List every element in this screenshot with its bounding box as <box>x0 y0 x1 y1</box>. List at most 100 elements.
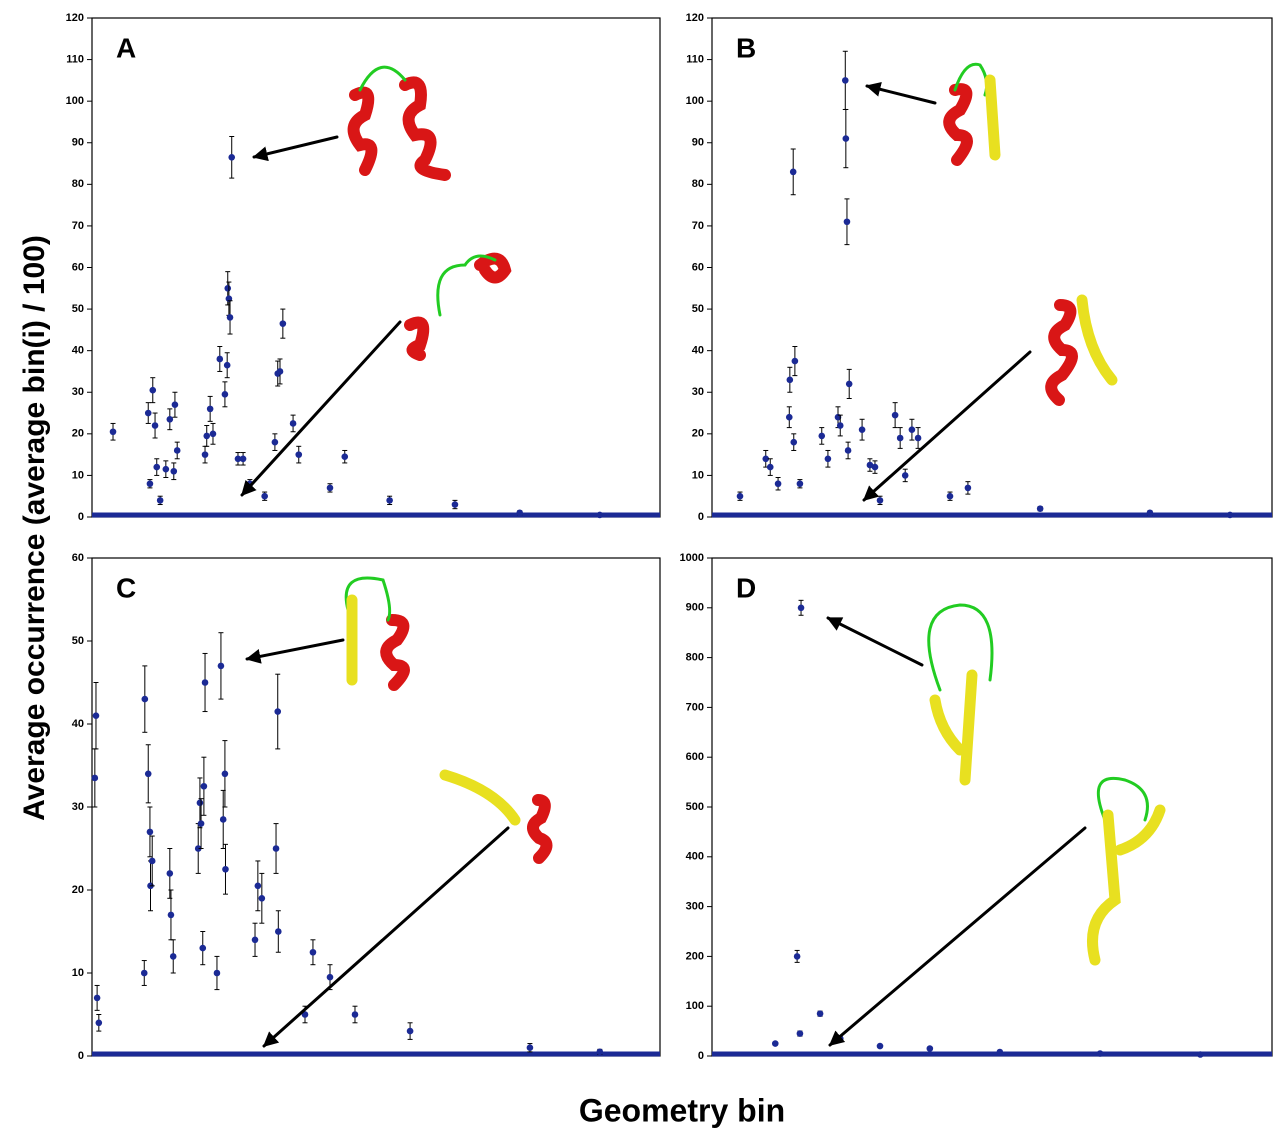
point <box>261 492 268 500</box>
y-tick-label: 80 <box>72 178 84 190</box>
point <box>199 944 207 952</box>
point <box>93 994 101 1002</box>
point <box>200 782 208 790</box>
point <box>171 401 179 409</box>
y-axis-title: Average occurrence (average bin(i) / 100… <box>18 235 51 821</box>
panel: D 0 100 200 300 400 500 600 700 800 900 1000 <box>680 552 1273 1062</box>
point <box>736 492 744 500</box>
y-tick-label: 1000 <box>680 552 704 564</box>
point <box>766 463 774 471</box>
point <box>796 480 804 488</box>
point <box>858 426 866 433</box>
sheet-shapes <box>346 74 1166 966</box>
y-tick-label: 500 <box>686 801 704 813</box>
y-tick-label: 40 <box>692 345 704 357</box>
point <box>845 380 853 388</box>
point <box>196 799 204 807</box>
panels: A0102030405060708090100110120B0102030405… <box>66 12 1273 1062</box>
point <box>818 432 826 440</box>
point <box>876 1042 884 1050</box>
y-tick-label: 100 <box>66 95 84 107</box>
y-tick-label: 80 <box>692 178 704 190</box>
point <box>194 845 202 852</box>
y-tick-label: 40 <box>72 345 84 357</box>
point <box>406 1027 414 1035</box>
point <box>908 426 916 433</box>
point <box>226 314 234 321</box>
y-tick-label: 50 <box>692 303 704 315</box>
point <box>201 451 209 458</box>
point <box>836 422 844 429</box>
point <box>258 895 266 902</box>
point <box>166 415 174 423</box>
loop-shapes <box>344 62 1149 822</box>
point <box>213 969 221 977</box>
point <box>790 438 798 446</box>
y-tick-label: 120 <box>66 12 84 24</box>
point <box>891 411 899 419</box>
point <box>222 865 229 873</box>
point <box>92 712 100 719</box>
point <box>254 882 262 890</box>
panel-label: D <box>736 572 756 603</box>
point <box>844 447 852 454</box>
y-tick-label: 50 <box>72 303 84 315</box>
helix-shapes <box>347 76 1078 864</box>
point <box>1226 511 1234 519</box>
point <box>326 973 334 981</box>
point <box>926 1045 934 1052</box>
y-tick-label: 30 <box>692 386 704 398</box>
y-tick-label: 200 <box>686 950 704 962</box>
point <box>148 857 156 865</box>
y-tick-label: 120 <box>686 12 704 24</box>
y-tick-label: 700 <box>686 701 704 713</box>
point <box>169 953 177 960</box>
point <box>797 604 805 612</box>
point <box>234 455 242 463</box>
y-tick-label: 60 <box>72 552 84 564</box>
point <box>153 463 161 471</box>
y-tick-label: 60 <box>692 261 704 273</box>
point <box>451 501 459 508</box>
point <box>146 480 154 488</box>
point <box>1197 1051 1204 1058</box>
point <box>275 928 282 935</box>
point <box>274 708 282 715</box>
point <box>516 509 524 517</box>
point <box>762 455 770 463</box>
y-tick-label: 70 <box>72 220 84 232</box>
point <box>896 434 904 442</box>
y-tick-label: 20 <box>72 884 84 896</box>
point <box>206 405 214 413</box>
point <box>964 484 972 492</box>
point <box>786 376 794 384</box>
y-tick-label: 40 <box>72 718 84 730</box>
y-tick-label: 800 <box>686 652 704 664</box>
point <box>871 463 879 471</box>
point <box>866 461 874 469</box>
panel: C 0 10 20 30 40 50 60 <box>72 552 661 1062</box>
point <box>144 409 152 417</box>
point <box>309 948 317 956</box>
point <box>843 218 851 226</box>
point <box>203 432 211 440</box>
point <box>771 1040 779 1047</box>
point <box>239 455 247 463</box>
point <box>816 1010 824 1017</box>
point <box>149 386 157 394</box>
panel: B 0 10 20 30 40 50 60 70 80 90 100 110 120 <box>686 12 1273 523</box>
point <box>295 451 303 458</box>
point <box>216 355 224 363</box>
y-tick-label: 110 <box>66 53 84 65</box>
y-tick-label: 30 <box>72 386 84 398</box>
point <box>996 1048 1004 1056</box>
point <box>223 361 231 369</box>
point <box>197 820 205 827</box>
point <box>156 497 164 504</box>
point <box>1146 509 1154 517</box>
point <box>1036 505 1044 512</box>
point <box>162 465 170 473</box>
point <box>1096 1050 1104 1057</box>
y-tick-label: 0 <box>698 1050 704 1062</box>
